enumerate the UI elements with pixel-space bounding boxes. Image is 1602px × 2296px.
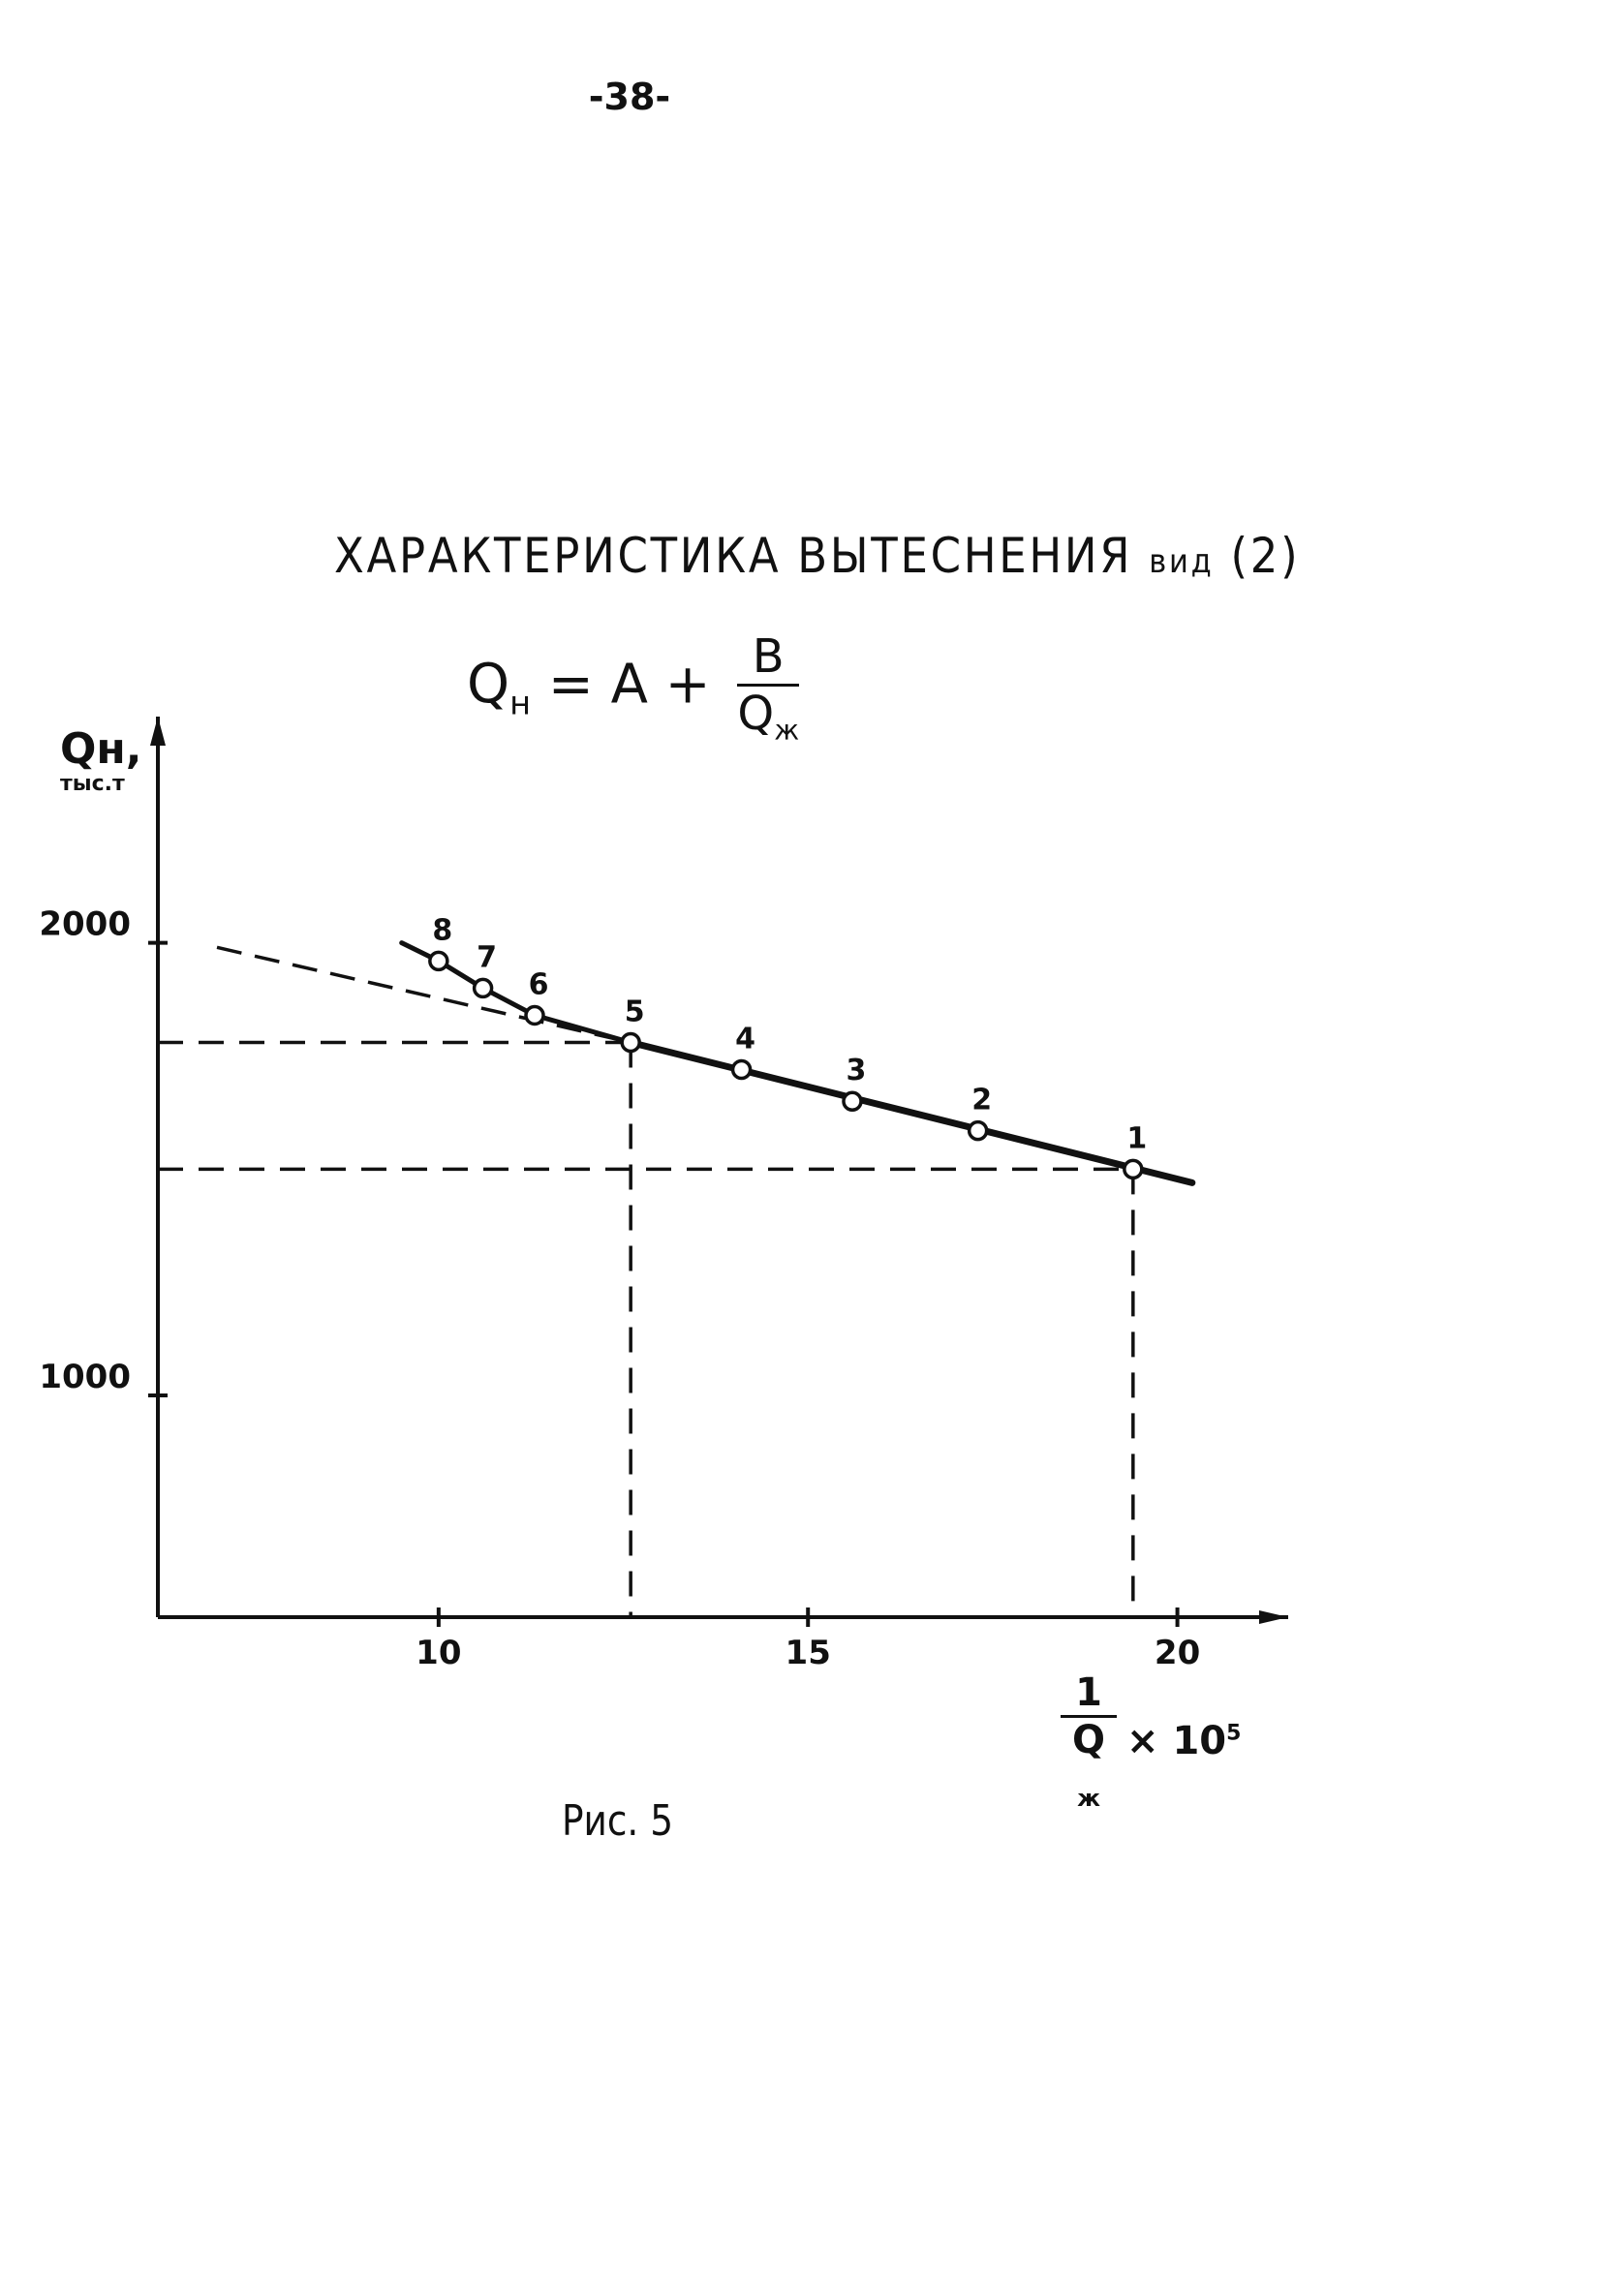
x-tick-label: 10 bbox=[416, 1634, 461, 1672]
data-point bbox=[428, 950, 449, 972]
x-axis-label-numerator: 1 bbox=[1061, 1670, 1118, 1718]
fit-line bbox=[627, 1038, 1196, 1186]
data-point-label: 6 bbox=[529, 967, 549, 1001]
page-number: -38- bbox=[588, 76, 671, 118]
guides bbox=[158, 945, 1135, 1617]
data-point bbox=[1123, 1158, 1144, 1180]
data-point-label: 7 bbox=[477, 940, 497, 974]
y-axis-label: Qн, тыс.т bbox=[60, 724, 142, 797]
data-point-label: 3 bbox=[847, 1054, 867, 1087]
data-point-label: 4 bbox=[735, 1023, 755, 1056]
formula-lhs-sub: н bbox=[509, 684, 532, 722]
data-point bbox=[842, 1090, 863, 1112]
formula: Qн = A + B Qж bbox=[467, 629, 800, 747]
extrapolation-line bbox=[216, 945, 632, 1045]
data-point bbox=[967, 1119, 989, 1142]
series bbox=[399, 940, 1196, 1186]
chart-title-vid: вид bbox=[1149, 542, 1215, 581]
data-point bbox=[524, 1004, 545, 1026]
data-point-label: 5 bbox=[625, 995, 645, 1028]
x-axis-label-mult: × 10 bbox=[1126, 1719, 1227, 1763]
y-axis-arrow bbox=[150, 717, 166, 746]
formula-denominator: Qж bbox=[737, 687, 799, 747]
data-point-label: 8 bbox=[432, 913, 452, 947]
formula-den-letter: Q bbox=[737, 687, 775, 741]
formula-fraction: B Qж bbox=[737, 629, 800, 747]
x-axis-arrow bbox=[1259, 1610, 1288, 1624]
data-point bbox=[730, 1058, 753, 1081]
data-point-label: 1 bbox=[1126, 1121, 1147, 1155]
chart-title-main: ХАРАКТЕРИСТИКА ВЫТЕСНЕНИЯ bbox=[334, 528, 1133, 584]
labels: 1 2 3 4 5 678 bbox=[432, 913, 1147, 1155]
x-axis-label-multiplier: × 105 bbox=[1126, 1719, 1241, 1763]
x-axis-label-den-letter: Q bbox=[1072, 1718, 1106, 1762]
data-point bbox=[620, 1031, 641, 1054]
y-tick-label: 1000 bbox=[39, 1358, 131, 1396]
data-point-label: 2 bbox=[971, 1084, 992, 1117]
formula-den-sub: ж bbox=[774, 713, 800, 747]
chart-title: ХАРАКТЕРИСТИКА ВЫТЕСНЕНИЯ вид (2) bbox=[334, 528, 1300, 584]
x-axis-label-den-sub: ж bbox=[1077, 1785, 1100, 1812]
figure-caption: Рис. 5 bbox=[562, 1796, 674, 1846]
data-point bbox=[472, 977, 494, 999]
formula-numerator: B bbox=[737, 629, 800, 687]
x-tick-label: 20 bbox=[1155, 1634, 1200, 1672]
formula-lhs: Q bbox=[467, 653, 510, 717]
chart-title-suffix: (2) bbox=[1230, 528, 1301, 584]
y-axis-label-main: Qн, bbox=[60, 724, 142, 774]
x-tick-label: 15 bbox=[786, 1634, 831, 1672]
formula-mid: = A + bbox=[531, 653, 728, 717]
y-tick-label: 2000 bbox=[39, 905, 131, 944]
x-axis-label-exp: 5 bbox=[1226, 1721, 1242, 1746]
y-axis-label-unit: тыс.т bbox=[60, 772, 125, 797]
